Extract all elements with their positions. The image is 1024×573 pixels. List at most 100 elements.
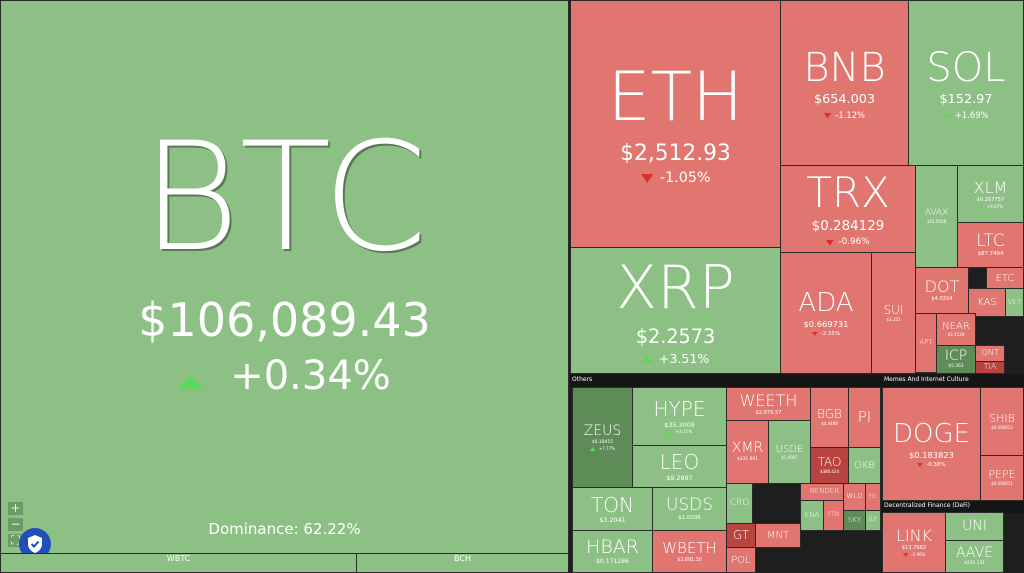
coin-tile[interactable]: BNB $654.003 -1.12% bbox=[780, 0, 909, 166]
coin-tile[interactable]: OKB bbox=[848, 447, 881, 484]
coin-name: SOL bbox=[926, 45, 1006, 92]
down-arrow bbox=[917, 462, 924, 467]
coin-tile[interactable]: BGB $4.4488 bbox=[810, 387, 849, 448]
shield-button[interactable] bbox=[18, 527, 52, 561]
coin-name: FTN bbox=[827, 511, 840, 519]
coin-name: XLM bbox=[973, 177, 1008, 197]
coin-tile[interactable]: ETH $2,512.93 -1.05% bbox=[570, 0, 781, 248]
coin-name: XRP bbox=[616, 253, 735, 324]
section-header: Decentralized Finance (DeFi) bbox=[882, 500, 1024, 513]
coin-tile[interactable]: ETC bbox=[986, 267, 1024, 289]
btc-tile[interactable]: BTC $106,089.43 +0.34% Dominance: 62.22% bbox=[0, 0, 569, 554]
strip-tile[interactable]: WBTC bbox=[0, 553, 357, 573]
coin-tile[interactable]: NEAR $2.4139 bbox=[936, 313, 976, 346]
coin-name: DOT bbox=[924, 277, 960, 297]
coin-tile[interactable]: QNT bbox=[975, 345, 1005, 362]
coin-tile[interactable]: DOT $4.0324 bbox=[915, 267, 969, 314]
coin-tile[interactable]: XRP $2.2573 +3.51% bbox=[570, 247, 781, 374]
coin-tile[interactable]: PI bbox=[848, 387, 881, 448]
up-arrow bbox=[178, 374, 205, 389]
coin-tile[interactable]: JLP bbox=[865, 510, 881, 531]
coin-tile[interactable]: WEETH $2,679.57 bbox=[726, 387, 811, 421]
coin-tile[interactable]: CRO bbox=[726, 483, 753, 524]
coin-tile[interactable]: SOL $152.97 +1.69% bbox=[908, 0, 1024, 166]
strip-tile[interactable]: BCH bbox=[356, 553, 569, 573]
change-text: +3.51% bbox=[658, 350, 710, 366]
coin-tile[interactable]: WBETH $2,691.30 bbox=[652, 530, 727, 573]
change-text: -0.96% bbox=[838, 237, 870, 247]
coin-name: GT bbox=[732, 527, 750, 542]
coin-price: $4.4488 bbox=[821, 421, 838, 427]
coin-name: PI bbox=[857, 408, 872, 427]
coin-name: BCH bbox=[454, 554, 471, 563]
coin-tile[interactable]: AAVE $255.131 bbox=[945, 540, 1004, 573]
coin-tile[interactable]: UNI bbox=[945, 512, 1004, 541]
coin-name: WLD bbox=[846, 492, 863, 501]
coin-tile[interactable]: AVAX $21.0558 bbox=[915, 165, 958, 268]
coin-price: $5.361 bbox=[948, 364, 964, 370]
coin-name: DOGE bbox=[892, 419, 971, 450]
coin-tile[interactable]: HBAR $0.171286 bbox=[572, 530, 653, 573]
coin-tile[interactable]: TRX $0.284129 -0.96% bbox=[780, 165, 916, 253]
up-arrow bbox=[590, 446, 596, 451]
coin-tile[interactable]: LEO $9.2897 bbox=[632, 445, 727, 488]
coin-tile[interactable]: TIA bbox=[975, 361, 1005, 374]
coin-tile[interactable]: TON $3.2041 bbox=[572, 487, 653, 531]
coin-name: AAVE bbox=[955, 544, 994, 561]
down-arrow bbox=[902, 553, 909, 558]
coin-name: BNB bbox=[803, 45, 886, 92]
zoom-out[interactable]: − bbox=[8, 518, 23, 531]
coin-change: -2.35% bbox=[811, 331, 840, 337]
coin-tile[interactable]: HYPE $35.3009 +3.15% bbox=[632, 387, 727, 446]
coin-tile[interactable]: RENDER bbox=[800, 483, 849, 501]
coin-name: HBAR bbox=[586, 535, 639, 558]
coin-tile[interactable]: MNT bbox=[755, 523, 801, 548]
coin-tile[interactable]: ZEUS $0.18415 +7.77% bbox=[572, 387, 633, 488]
coin-tile[interactable]: XMR $331.991 bbox=[726, 420, 769, 484]
coin-change: +3.51% bbox=[641, 350, 710, 366]
section-header: Others bbox=[570, 374, 882, 387]
coin-tile[interactable]: SUI $3.252 bbox=[871, 252, 916, 374]
coin-tile[interactable]: USDS $1.0036 bbox=[652, 487, 727, 531]
coin-change: -1.05% bbox=[640, 170, 710, 187]
coin-price: $2.4139 bbox=[947, 332, 965, 338]
coin-tile[interactable]: USDE $1.0007 bbox=[768, 420, 811, 484]
coin-tile[interactable]: POL bbox=[726, 547, 756, 573]
change-text: +1.69% bbox=[954, 109, 989, 120]
coin-tile[interactable]: DOGE $0.183823 -0.38% bbox=[882, 387, 981, 501]
zoom-in[interactable]: + bbox=[8, 502, 23, 515]
coin-name: ZEUS bbox=[583, 423, 622, 440]
coin-tile[interactable]: ADA $0.669731 -2.35% bbox=[780, 252, 872, 374]
coin-tile[interactable]: ICP $5.361 bbox=[936, 345, 976, 374]
coin-tile[interactable]: FTN bbox=[823, 500, 844, 531]
coin-name: TIA bbox=[983, 362, 997, 372]
coin-change: -0.38% bbox=[917, 462, 946, 468]
coin-name: ETH bbox=[607, 58, 744, 138]
coin-tile[interactable]: VET bbox=[1005, 288, 1024, 317]
coin-tile[interactable]: GT bbox=[726, 523, 756, 548]
coin-name: TON bbox=[591, 492, 634, 517]
coin-price: $3.2041 bbox=[599, 516, 626, 525]
coin-name: HYPE bbox=[653, 397, 706, 422]
coin-tile[interactable]: FIL bbox=[865, 483, 881, 511]
coin-name: SKY bbox=[847, 515, 862, 524]
coin-tile[interactable]: LTC $87.7494 bbox=[957, 222, 1024, 268]
coin-tile[interactable]: PEPE $0.000011 bbox=[980, 455, 1024, 501]
coin-change: +3.15% bbox=[666, 430, 692, 435]
coin-name: CRO bbox=[729, 497, 750, 508]
coin-tile[interactable]: LINK $13.7982 -1.96% bbox=[882, 512, 946, 573]
coin-tile[interactable]: XLM $0.267757 +4.07% bbox=[957, 165, 1024, 223]
up-arrow bbox=[666, 430, 673, 435]
coin-price: $152.97 bbox=[939, 92, 993, 108]
coin-tile[interactable]: SHIB $0.000013 bbox=[980, 387, 1024, 456]
coin-tile[interactable]: ENA bbox=[800, 500, 824, 531]
coin-price: $35.3009 bbox=[664, 420, 695, 429]
dominance: Dominance: 62.22% bbox=[208, 520, 361, 538]
coin-name: AVAX bbox=[924, 208, 949, 218]
coin-name: APT bbox=[919, 338, 933, 347]
coin-tile[interactable]: TAO $386.424 bbox=[810, 447, 849, 484]
coin-tile[interactable]: SKY bbox=[843, 510, 866, 531]
coin-tile[interactable]: APT bbox=[915, 313, 937, 373]
coin-tile[interactable]: WLD bbox=[843, 483, 866, 511]
coin-change: -0.96% bbox=[826, 237, 870, 248]
